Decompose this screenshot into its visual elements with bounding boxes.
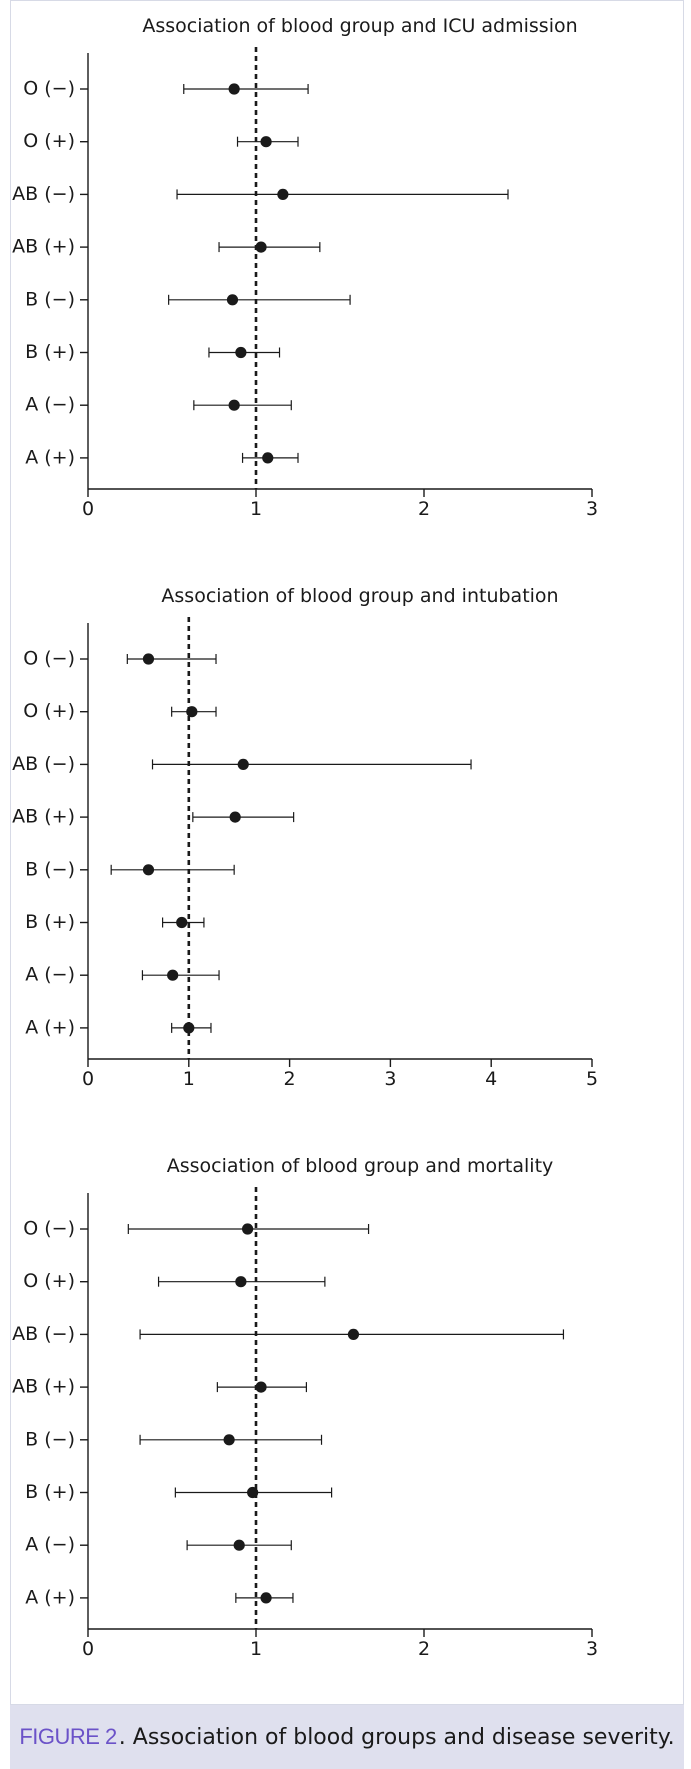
intubation-panel: Association of blood group and intubatio… (12, 585, 598, 1090)
x-tick-label: 1 (250, 498, 262, 520)
estimate-point (167, 969, 179, 981)
estimate-point (247, 1486, 259, 1499)
estimate-point (235, 1276, 247, 1288)
category-label: B (−) (25, 858, 75, 880)
estimate-point (176, 916, 188, 929)
estimate-point (262, 452, 274, 464)
category-label: O (+) (23, 1270, 75, 1292)
x-tick-label: 2 (418, 1638, 430, 1660)
x-tick-label: 4 (485, 1068, 497, 1090)
caption-text: . Association of blood groups and diseas… (118, 1724, 675, 1750)
category-label: A (+) (25, 1016, 75, 1038)
estimate-point (142, 864, 155, 876)
estimate-point (228, 399, 240, 411)
estimate-point (183, 1022, 195, 1034)
estimate-point (260, 136, 272, 148)
category-label: AB (+) (12, 1376, 75, 1398)
estimate-point (237, 758, 249, 770)
x-tick-label: 0 (82, 1068, 94, 1090)
x-tick-label: 5 (586, 1068, 598, 1090)
estimate-point (235, 346, 247, 359)
figure-caption: FIGURE 2. Association of blood groups an… (10, 1705, 684, 1769)
category-label: AB (+) (12, 236, 75, 258)
category-label: AB (+) (12, 806, 75, 828)
estimate-point (260, 1592, 272, 1604)
category-label: O (−) (23, 78, 75, 100)
x-tick-label: 3 (384, 1068, 396, 1090)
estimate-point (226, 294, 239, 306)
estimate-point (255, 241, 267, 253)
x-tick-label: 3 (586, 498, 598, 520)
x-tick-label: 1 (250, 1638, 262, 1660)
chart-title: Association of blood group and intubatio… (161, 585, 558, 607)
estimate-point (255, 1381, 267, 1393)
caption-label: FIGURE 2 (19, 1724, 117, 1749)
estimate-point (277, 188, 289, 200)
category-label: O (−) (23, 1218, 75, 1240)
estimate-point (228, 83, 240, 95)
category-label: A (−) (25, 1534, 75, 1556)
category-label: B (−) (25, 288, 75, 310)
category-label: B (−) (25, 1428, 75, 1450)
category-label: AB (−) (12, 183, 75, 205)
x-tick-label: 2 (284, 1068, 296, 1090)
category-label: B (+) (25, 911, 75, 933)
estimate-point (347, 1328, 360, 1340)
x-tick-label: 0 (82, 1638, 94, 1660)
x-tick-label: 1 (183, 1068, 195, 1090)
estimate-point (233, 1539, 245, 1551)
category-label: O (−) (23, 648, 75, 670)
chart-title: Association of blood group and mortality (167, 1155, 554, 1177)
mortality-panel: Association of blood group and mortality… (12, 1155, 598, 1660)
x-tick-label: 2 (418, 498, 430, 520)
category-label: A (−) (25, 394, 75, 416)
icu-admission-panel: Association of blood group and ICU admis… (12, 15, 598, 520)
estimate-point (242, 1223, 254, 1235)
category-label: A (+) (25, 1586, 75, 1608)
estimate-point (229, 811, 241, 823)
estimate-point (142, 653, 155, 665)
category-label: AB (−) (12, 1323, 75, 1345)
figure-frame: Association of blood group and ICU admis… (10, 0, 684, 1705)
estimate-point (223, 1434, 235, 1446)
x-tick-label: 0 (82, 498, 94, 520)
category-label: B (+) (25, 341, 75, 363)
estimate-point (186, 706, 198, 718)
category-label: O (+) (23, 130, 75, 152)
category-label: B (+) (25, 1481, 75, 1503)
category-label: O (+) (23, 700, 75, 722)
chart-title: Association of blood group and ICU admis… (142, 15, 577, 37)
category-label: A (+) (25, 446, 75, 468)
category-label: AB (−) (12, 753, 75, 775)
category-label: A (−) (25, 964, 75, 986)
x-tick-label: 3 (586, 1638, 598, 1660)
